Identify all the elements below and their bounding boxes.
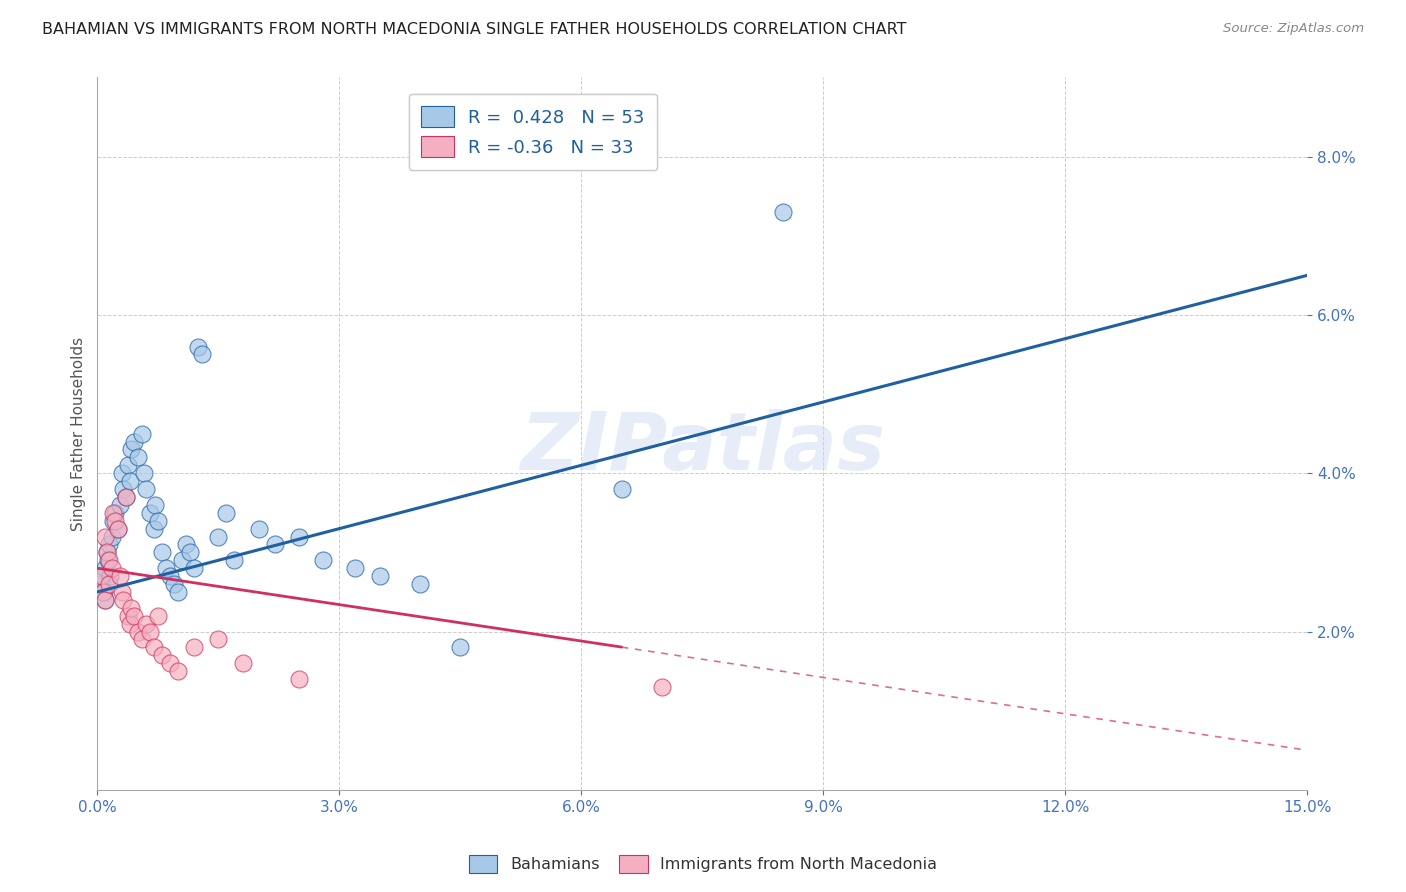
Point [312, 553, 335, 567]
Legend: R =  0.428   N = 53, R = -0.36   N = 33: R = 0.428 N = 53, R = -0.36 N = 33 [409, 94, 657, 169]
Point [146, 608, 169, 623]
Point [207, 632, 229, 647]
Point [288, 530, 311, 544]
Point [90, 577, 112, 591]
Point [772, 205, 794, 219]
Point [449, 640, 471, 655]
Point [97, 553, 120, 567]
Point [93, 585, 115, 599]
Point [167, 664, 190, 678]
Point [122, 434, 145, 449]
Text: Source: ZipAtlas.com: Source: ZipAtlas.com [1223, 22, 1364, 36]
Point [174, 537, 197, 551]
Point [97, 553, 120, 567]
Point [118, 474, 141, 488]
Point [150, 648, 173, 663]
Point [112, 482, 135, 496]
Point [651, 680, 673, 694]
Point [107, 522, 129, 536]
Text: BAHAMIAN VS IMMIGRANTS FROM NORTH MACEDONIA SINGLE FATHER HOUSEHOLDS CORRELATION: BAHAMIAN VS IMMIGRANTS FROM NORTH MACEDO… [42, 22, 907, 37]
Point [98, 569, 121, 583]
Point [155, 561, 177, 575]
Text: ZIPatlas: ZIPatlas [520, 409, 884, 487]
Point [142, 522, 165, 536]
Point [93, 592, 115, 607]
Point [344, 561, 367, 575]
Point [108, 498, 131, 512]
Point [117, 608, 139, 623]
Point [120, 600, 142, 615]
Point [110, 585, 132, 599]
Point [163, 577, 186, 591]
Point [98, 577, 121, 591]
Point [247, 522, 270, 536]
Point [94, 530, 117, 544]
Point [131, 426, 153, 441]
Point [90, 569, 112, 583]
Point [91, 569, 114, 583]
Point [131, 632, 153, 647]
Point [103, 506, 125, 520]
Point [159, 569, 181, 583]
Point [135, 616, 157, 631]
Point [150, 545, 173, 559]
Point [170, 553, 193, 567]
Point [139, 506, 162, 520]
Legend: Bahamians, Immigrants from North Macedonia: Bahamians, Immigrants from North Macedon… [463, 848, 943, 880]
Point [159, 656, 181, 670]
Point [117, 458, 139, 473]
Y-axis label: Single Father Households: Single Father Households [72, 336, 86, 531]
Point [93, 592, 115, 607]
Point [94, 561, 117, 575]
Point [122, 608, 145, 623]
Point [191, 347, 214, 361]
Point [610, 482, 633, 496]
Point [183, 640, 205, 655]
Point [179, 545, 201, 559]
Point [114, 490, 136, 504]
Point [145, 498, 167, 512]
Point [96, 545, 118, 559]
Point [112, 592, 135, 607]
Point [127, 450, 149, 465]
Point [108, 569, 131, 583]
Point [91, 585, 114, 599]
Point [98, 537, 121, 551]
Point [101, 530, 124, 544]
Point [104, 514, 127, 528]
Point [224, 553, 246, 567]
Point [215, 506, 238, 520]
Point [118, 616, 141, 631]
Point [135, 482, 157, 496]
Point [142, 640, 165, 655]
Point [114, 490, 136, 504]
Point [104, 506, 127, 520]
Point [232, 656, 254, 670]
Point [368, 569, 391, 583]
Point [127, 624, 149, 639]
Point [103, 514, 125, 528]
Point [134, 467, 156, 481]
Point [183, 561, 205, 575]
Point [207, 530, 229, 544]
Point [139, 624, 162, 639]
Point [110, 467, 132, 481]
Point [167, 585, 190, 599]
Point [187, 340, 209, 354]
Point [107, 522, 129, 536]
Point [146, 514, 169, 528]
Point [96, 545, 118, 559]
Point [409, 577, 432, 591]
Point [288, 672, 311, 686]
Point [120, 442, 142, 457]
Point [101, 561, 124, 575]
Point [263, 537, 285, 551]
